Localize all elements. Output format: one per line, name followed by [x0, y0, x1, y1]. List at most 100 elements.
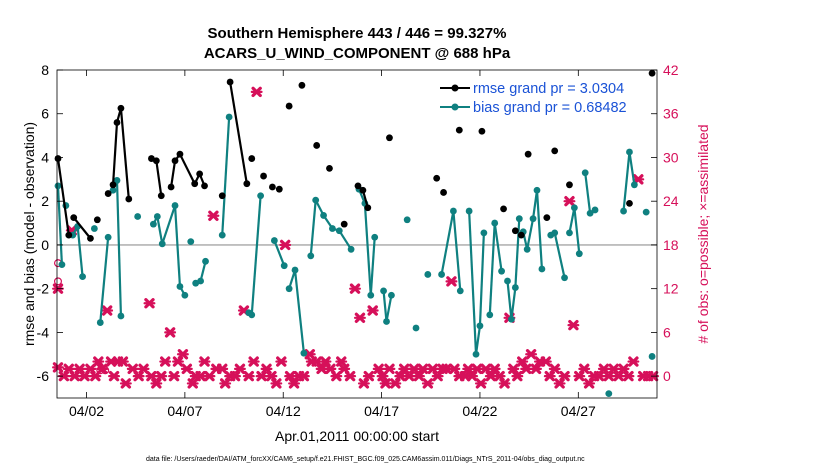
- bias-point: [270, 237, 278, 244]
- y2-tick-label: 42: [663, 62, 679, 78]
- bias-point: [591, 206, 599, 214]
- rmse-point: [524, 150, 532, 158]
- rmse-point: [157, 192, 165, 200]
- legend-bias-label: bias grand pr = 0.68482: [473, 100, 627, 116]
- rmse-point: [455, 126, 463, 134]
- obs-assimilated-marker: [403, 370, 416, 382]
- rmse-segment: [178, 153, 196, 185]
- rmse-point: [65, 231, 73, 239]
- obs-assimilated-marker: [126, 363, 139, 375]
- obs-assimilated-marker: [583, 378, 596, 389]
- obs-assimilated-marker: [578, 363, 591, 375]
- bias-point: [472, 350, 480, 358]
- obs-assimilated-marker: [168, 370, 181, 382]
- obs-assimilated-marker: [108, 370, 121, 382]
- bias-point: [280, 262, 288, 270]
- obs-assimilated-marker: [593, 370, 605, 382]
- rmse-point: [176, 150, 184, 158]
- bias-segment: [622, 151, 631, 212]
- rmse-point: [511, 227, 519, 235]
- rmse-point: [285, 102, 293, 110]
- bias-point: [257, 192, 265, 200]
- obs-assimilated-marker: [207, 210, 220, 221]
- bias-point: [586, 209, 594, 217]
- obs-assimilated-marker: [530, 363, 542, 375]
- obs-assimilated-marker: [366, 305, 379, 316]
- obs-assimilated-marker: [543, 370, 556, 382]
- rmse-point: [171, 157, 179, 165]
- obs-assimilated-marker: [602, 370, 615, 382]
- legend-rmse-marker: [451, 84, 459, 92]
- bias-point: [533, 186, 541, 194]
- obs-assimilated-marker: [242, 370, 255, 382]
- bias-point: [149, 220, 157, 228]
- obs-assimilated-marker: [421, 378, 434, 389]
- bias-segment: [382, 290, 388, 322]
- bias-point: [307, 252, 315, 260]
- obs-assimilated-marker: [270, 378, 283, 389]
- bias-segment: [250, 195, 262, 315]
- obs-assimilated-marker: [250, 86, 263, 98]
- bias-point: [79, 273, 86, 281]
- rmse-point: [104, 190, 112, 197]
- x-axis-label: Apr.01,2011 00:00:00 start: [275, 428, 439, 444]
- bias-point: [476, 322, 484, 330]
- obs-assimilated-marker: [143, 298, 156, 309]
- y-tick-label: 6: [41, 106, 49, 122]
- y2-tick-label: 6: [663, 324, 671, 340]
- obs-assimilated-marker: [597, 363, 610, 375]
- chart-subtitle: ACARS_U_WIND_COMPONENT @ 688 hPa: [204, 45, 511, 62]
- obs-assimilated-marker: [389, 378, 402, 389]
- bias-point: [438, 271, 445, 278]
- bias-segment: [573, 207, 581, 254]
- bias-point: [620, 207, 627, 215]
- rmse-point: [226, 78, 234, 86]
- rmse-point: [54, 155, 62, 162]
- obs-assimilated-marker: [567, 319, 580, 331]
- bias-segment: [488, 223, 496, 315]
- obs-assimilated-marker: [92, 356, 105, 367]
- plot-data: [52, 69, 660, 398]
- bias-segment: [526, 218, 535, 250]
- bias-point: [581, 169, 589, 177]
- obs-assimilated-marker: [353, 312, 366, 324]
- rmse-point: [201, 182, 208, 190]
- obs-assimilated-marker: [247, 356, 260, 367]
- bias-segment: [506, 280, 513, 320]
- bias-segment: [468, 210, 478, 355]
- bias-point: [566, 229, 573, 237]
- plot-frame: [56, 69, 658, 399]
- bias-point: [561, 274, 568, 282]
- bias-point: [109, 186, 117, 194]
- bias-point: [320, 212, 327, 219]
- bias-point: [58, 261, 66, 269]
- obs-assimilated-marker: [493, 370, 506, 382]
- bias-point: [134, 213, 142, 220]
- bias-segment: [452, 210, 462, 291]
- bias-segment: [474, 325, 482, 355]
- rmse-point: [218, 192, 226, 200]
- obs-assimilated-marker: [511, 370, 524, 382]
- y2-tick-label: 18: [663, 237, 679, 253]
- bias-segment: [173, 205, 182, 287]
- bias-point: [371, 233, 379, 241]
- data-file-footer: data file: /Users/raeder/DAI/ATM_forcXX/…: [146, 456, 585, 463]
- obs-assimilated-marker: [233, 363, 246, 375]
- bias-point: [504, 277, 511, 285]
- bias-point: [626, 148, 633, 156]
- obs-assimilated-marker: [398, 363, 411, 375]
- bias-point: [575, 250, 583, 258]
- rmse-segment: [155, 160, 163, 196]
- rmse-point: [386, 134, 393, 142]
- bias-point: [367, 291, 375, 299]
- bias-point: [225, 113, 233, 121]
- y-axis-label: rmse and bias (model - observation): [21, 122, 37, 346]
- bias-point: [383, 318, 390, 325]
- obs-assimilated-marker: [335, 356, 348, 367]
- obs-assimilated-marker: [372, 363, 385, 375]
- obs-assimilated-marker: [132, 370, 145, 382]
- x-tick-label: 04/07: [167, 403, 202, 419]
- bias-point: [181, 291, 189, 299]
- bias-segment: [273, 240, 286, 267]
- rmse-point: [626, 199, 633, 207]
